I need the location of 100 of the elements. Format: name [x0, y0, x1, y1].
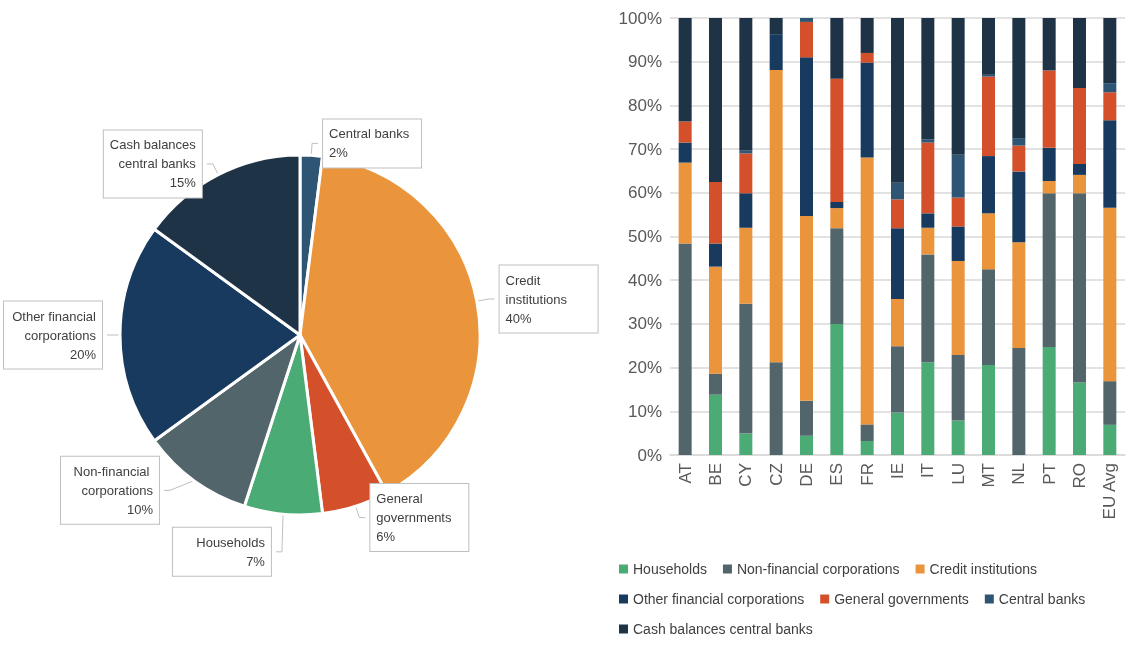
x-tick-label: IT [918, 463, 938, 479]
bar [709, 243, 722, 267]
bar [951, 260, 965, 355]
bar [921, 362, 935, 455]
bar [982, 18, 995, 75]
bar [739, 150, 753, 154]
bar [1012, 347, 1026, 455]
bar [1042, 181, 1056, 194]
y-tick-label: 70% [627, 139, 662, 159]
bar [982, 364, 995, 455]
bar [921, 254, 935, 363]
legend-label: Other financial corporations [633, 591, 805, 607]
x-tick-label: ES [827, 463, 847, 486]
x-tick-label: RO [1070, 463, 1089, 489]
y-tick-label: 80% [627, 95, 662, 115]
slice-label: Other financial corporations [12, 308, 97, 343]
bar [739, 227, 753, 304]
bar [921, 227, 935, 255]
y-tick-label: 10% [627, 401, 662, 421]
data-label: 2% [329, 145, 349, 161]
bar [678, 162, 692, 244]
bar [982, 269, 995, 365]
bar [1042, 18, 1056, 71]
bar [739, 303, 753, 434]
bar [1012, 18, 1026, 139]
bar [769, 18, 783, 35]
bar [1073, 174, 1086, 194]
bar [678, 18, 692, 122]
data-label: 6% [376, 529, 396, 545]
x-tick-label: AT [675, 463, 695, 484]
bar [1012, 171, 1026, 243]
bar [1103, 92, 1117, 121]
bar [951, 18, 965, 155]
slice-label: General governments [376, 491, 452, 526]
legend-label: Cash balances central banks [633, 621, 813, 637]
bar [921, 18, 935, 140]
bar [830, 228, 844, 324]
y-tick-label: 100% [618, 8, 662, 28]
bar [1042, 193, 1056, 348]
bar [860, 62, 874, 158]
legend-label: General governments [834, 591, 969, 607]
bar [951, 154, 965, 198]
bar [800, 18, 813, 22]
bar [982, 76, 995, 157]
data-label: 15% [169, 175, 197, 191]
bar [1042, 70, 1056, 148]
bar [769, 70, 783, 363]
bar [860, 441, 874, 455]
bar [800, 21, 813, 58]
x-tick-label: BE [706, 463, 725, 486]
bar [830, 78, 844, 202]
bar [951, 354, 965, 421]
bar [891, 346, 904, 413]
x-tick-label: MT [979, 463, 998, 488]
bar [921, 142, 935, 214]
bar [860, 157, 874, 425]
x-tick-label: CY [736, 463, 756, 487]
bar [739, 433, 753, 455]
bar [982, 156, 995, 214]
bar [891, 298, 904, 347]
bar [1103, 381, 1117, 425]
bar [739, 193, 753, 228]
bar [709, 18, 722, 182]
bar [1073, 87, 1086, 164]
y-tick-label: 40% [627, 270, 662, 290]
legend-label: Households [633, 561, 707, 577]
x-tick-label: LU [948, 463, 968, 485]
bar [678, 243, 692, 455]
y-tick-label: 0% [637, 445, 662, 465]
bar [891, 412, 904, 455]
data-label: 7% [246, 553, 266, 569]
bar [891, 18, 904, 183]
bar [1103, 424, 1117, 455]
y-tick-label: 20% [627, 358, 662, 378]
slice-label: Non-financial corporations [73, 463, 154, 498]
legend-label: Central banks [998, 591, 1086, 607]
bar [678, 121, 692, 143]
bar [800, 400, 813, 436]
bar [1073, 382, 1086, 455]
bar [921, 139, 935, 143]
bar [1012, 138, 1026, 146]
bar [709, 181, 722, 244]
data-label: 20% [69, 346, 97, 362]
bar [951, 420, 965, 455]
bar [951, 197, 965, 227]
bar [800, 215, 813, 401]
bar [860, 424, 874, 442]
bar [1042, 347, 1056, 455]
bar [739, 153, 753, 194]
x-tick-label: NL [1009, 463, 1029, 485]
bar [830, 208, 844, 229]
x-tick-label: CZ [766, 463, 786, 486]
bar [709, 373, 722, 395]
x-tick-label: PT [1039, 463, 1059, 485]
legend-label: Non-financial corporations [736, 561, 900, 577]
bar [1073, 193, 1086, 383]
slice-label: Households [196, 534, 266, 550]
bar [1042, 147, 1056, 181]
bar [739, 18, 753, 151]
bar [800, 57, 813, 216]
